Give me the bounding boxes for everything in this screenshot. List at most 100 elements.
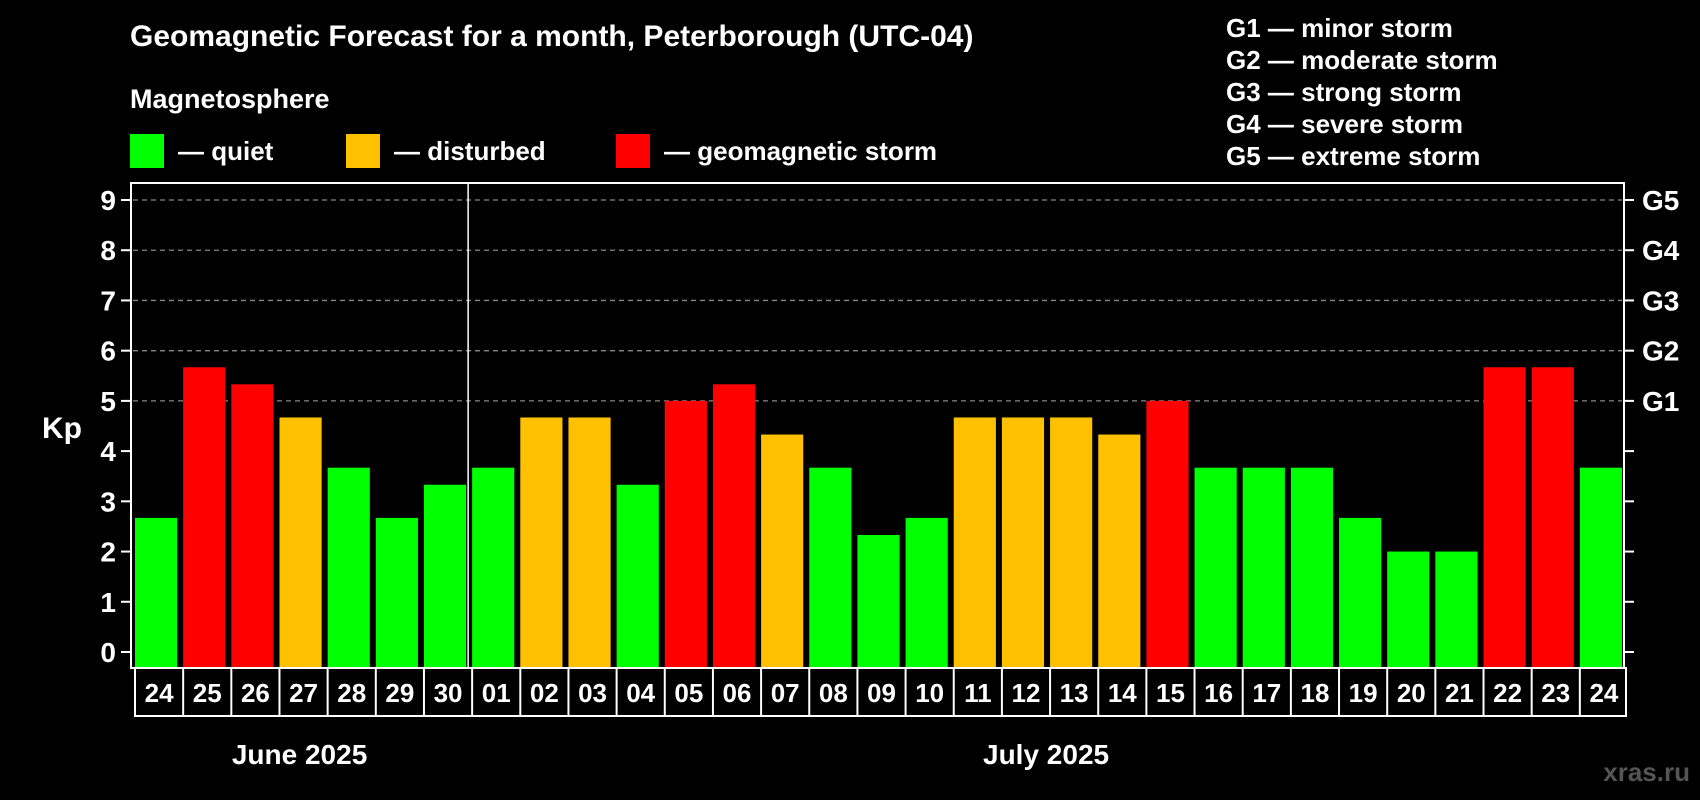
bar-quiet bbox=[327, 467, 370, 668]
bar-disturbed bbox=[1050, 417, 1093, 668]
bar-storm bbox=[712, 384, 756, 668]
bar-disturbed bbox=[761, 434, 804, 668]
g-scale-legend: G1 — minor storm G2 — moderate storm G3 … bbox=[1226, 12, 1498, 172]
y-tick-label: 3 bbox=[100, 486, 116, 517]
bar-quiet bbox=[472, 467, 515, 668]
bar-quiet bbox=[857, 534, 900, 668]
legend-heading: Magnetosphere bbox=[130, 84, 330, 114]
legend-label-storm: — geomagnetic storm bbox=[664, 135, 938, 166]
g-scale-item: G4 — severe storm bbox=[1226, 109, 1464, 139]
date-label: 20 bbox=[1397, 678, 1426, 708]
g-scale-item: G2 — moderate storm bbox=[1226, 45, 1498, 75]
y-tick-label: 9 bbox=[100, 185, 116, 216]
date-strip bbox=[134, 667, 1627, 717]
date-label: 27 bbox=[289, 678, 318, 708]
date-label: 28 bbox=[337, 678, 366, 708]
bar-storm bbox=[664, 400, 707, 668]
g-level-label: G4 bbox=[1642, 235, 1680, 266]
bar-disturbed bbox=[568, 417, 611, 668]
date-label: 19 bbox=[1349, 678, 1378, 708]
date-label: 01 bbox=[482, 678, 511, 708]
legend-item-disturbed: — disturbed bbox=[346, 134, 546, 168]
legend-label-disturbed: — disturbed bbox=[394, 135, 546, 166]
g-level-label: G3 bbox=[1642, 285, 1679, 316]
g-scale-item: G5 — extreme storm bbox=[1226, 141, 1481, 171]
bar-quiet bbox=[1339, 517, 1382, 668]
bar-disturbed bbox=[953, 417, 996, 668]
bar-disturbed bbox=[1098, 434, 1141, 668]
y-tick-label: 2 bbox=[100, 537, 116, 568]
date-label: 21 bbox=[1445, 678, 1474, 708]
bar-quiet bbox=[135, 517, 178, 668]
date-label: 16 bbox=[1204, 678, 1233, 708]
quiet-swatch bbox=[130, 134, 164, 168]
bar-quiet bbox=[1387, 551, 1430, 668]
date-label: 15 bbox=[1156, 678, 1185, 708]
bar-disturbed bbox=[520, 417, 563, 668]
date-label: 04 bbox=[626, 678, 655, 708]
date-label: 23 bbox=[1541, 678, 1570, 708]
date-label: 12 bbox=[1012, 678, 1041, 708]
bar-quiet bbox=[616, 484, 659, 668]
y-tick-label: 7 bbox=[100, 285, 116, 316]
y-axis-label: Kp bbox=[42, 412, 82, 445]
y-tick-label: 5 bbox=[100, 386, 116, 417]
date-label: 24 bbox=[1589, 678, 1618, 708]
g-level-label: G5 bbox=[1642, 185, 1679, 216]
date-label: 26 bbox=[241, 678, 270, 708]
bar-quiet bbox=[905, 517, 948, 668]
date-label: 08 bbox=[819, 678, 848, 708]
bar-storm bbox=[183, 367, 226, 668]
y-tick-label: 8 bbox=[100, 235, 116, 266]
y-tick-label: 1 bbox=[100, 587, 116, 618]
bar-storm bbox=[1146, 400, 1189, 668]
bar-storm bbox=[231, 384, 274, 668]
g-level-label: G2 bbox=[1642, 336, 1679, 367]
bar-quiet bbox=[1290, 467, 1334, 668]
chart-title: Geomagnetic Forecast for a month, Peterb… bbox=[130, 20, 974, 53]
y-tick-label: 6 bbox=[100, 336, 116, 367]
date-label: 05 bbox=[674, 678, 703, 708]
bar-quiet bbox=[375, 517, 418, 668]
legend-label-quiet: — quiet bbox=[178, 135, 274, 166]
watermark: xras.ru bbox=[1603, 757, 1690, 787]
bar-disturbed bbox=[279, 417, 322, 668]
date-label: 22 bbox=[1493, 678, 1522, 708]
date-label: 18 bbox=[1300, 678, 1329, 708]
date-label: 09 bbox=[867, 678, 896, 708]
y-tick-label: 4 bbox=[100, 436, 116, 467]
date-label: 17 bbox=[1252, 678, 1281, 708]
bar-quiet bbox=[1194, 467, 1237, 668]
disturbed-swatch bbox=[346, 134, 380, 168]
date-label: 14 bbox=[1108, 678, 1137, 708]
bar-quiet bbox=[1579, 467, 1622, 668]
bar-storm bbox=[1531, 367, 1574, 668]
g-scale-item: G3 — strong storm bbox=[1226, 77, 1462, 107]
storm-swatch bbox=[616, 134, 650, 168]
y-tick-label: 0 bbox=[100, 637, 116, 668]
date-label: 13 bbox=[1060, 678, 1089, 708]
bar-quiet bbox=[1242, 467, 1285, 668]
date-label: 06 bbox=[723, 678, 752, 708]
date-label: 11 bbox=[964, 678, 992, 708]
legend-item-storm: — geomagnetic storm bbox=[616, 134, 937, 168]
month-label: July 2025 bbox=[983, 739, 1109, 770]
date-label: 30 bbox=[434, 678, 463, 708]
date-label: 02 bbox=[530, 678, 559, 708]
date-label: 07 bbox=[771, 678, 800, 708]
bar-quiet bbox=[1435, 551, 1478, 668]
g-level-label: G1 bbox=[1642, 386, 1679, 417]
date-label: 10 bbox=[915, 678, 944, 708]
bar-quiet bbox=[423, 484, 467, 668]
bar-storm bbox=[1483, 367, 1526, 668]
date-label: 03 bbox=[578, 678, 607, 708]
date-label: 24 bbox=[145, 678, 174, 708]
g-scale-item: G1 — minor storm bbox=[1226, 13, 1453, 43]
bar-disturbed bbox=[1001, 417, 1045, 668]
legend-item-quiet: — quiet bbox=[130, 134, 273, 168]
month-label: June 2025 bbox=[232, 739, 367, 770]
date-label: 29 bbox=[385, 678, 414, 708]
bar-quiet bbox=[809, 467, 852, 668]
date-label: 25 bbox=[193, 678, 222, 708]
